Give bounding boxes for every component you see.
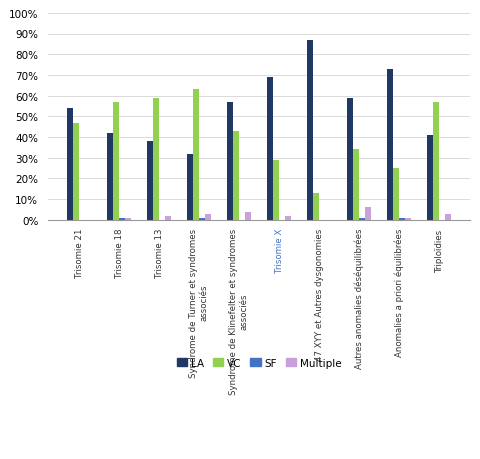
Bar [359,218,365,220]
Bar [285,216,291,220]
Bar [399,218,405,220]
Bar [347,99,353,220]
Bar [107,134,113,220]
Bar [193,90,199,220]
Bar [445,214,451,220]
Bar [365,208,371,220]
Bar [267,78,273,220]
Bar [147,142,153,220]
Bar [273,160,279,220]
Bar [393,168,399,220]
Bar [233,131,239,220]
Bar [245,212,251,220]
Bar [73,123,79,220]
Bar [433,102,439,220]
Bar [199,218,205,220]
Bar [125,218,131,220]
Bar [119,218,125,220]
Bar [113,102,119,220]
Bar [307,40,313,220]
Legend: LA, VC, SF, Multiple: LA, VC, SF, Multiple [172,353,346,372]
Bar [187,154,193,220]
Bar [313,194,319,220]
Bar [153,99,159,220]
Bar [205,214,211,220]
Bar [405,218,411,220]
Bar [427,136,433,220]
Bar [165,216,171,220]
Bar [67,109,73,220]
Bar [387,69,393,220]
Bar [353,150,359,220]
Bar [227,102,233,220]
